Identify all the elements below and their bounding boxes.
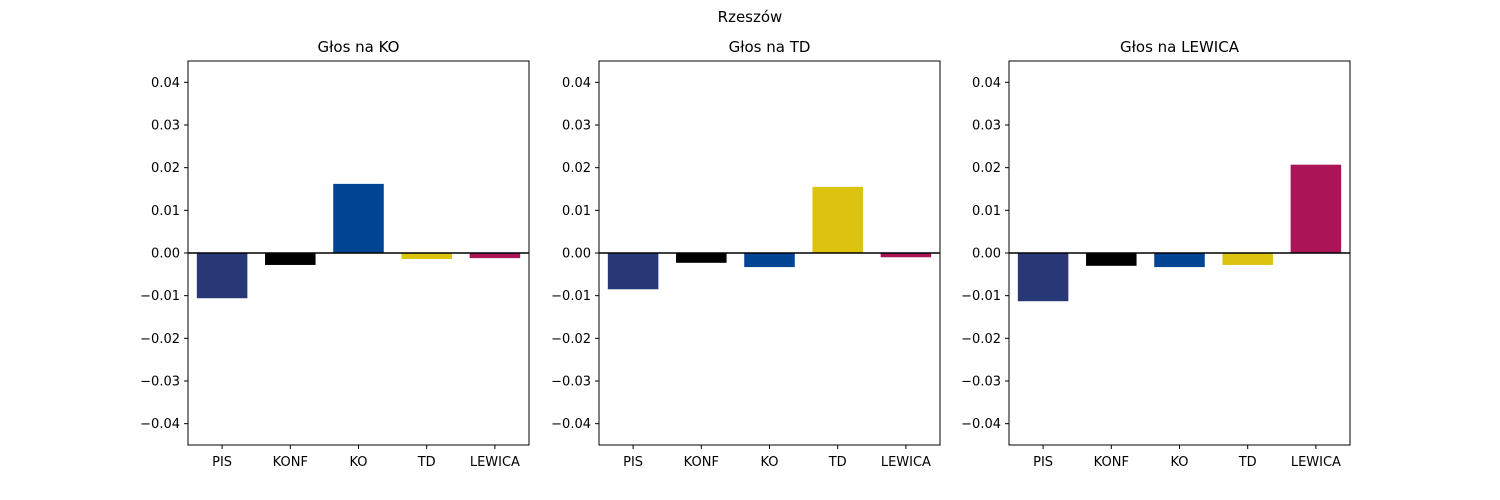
y-tick-label: −0.03: [551, 375, 591, 390]
x-tick-label: TD: [417, 455, 436, 470]
y-tick-label: −0.01: [140, 289, 180, 304]
y-tick-label: −0.03: [961, 375, 1001, 390]
chart-title: Głos na LEWICA: [1120, 38, 1240, 56]
x-tick-label: KO: [760, 455, 778, 470]
x-tick-label: KO: [1170, 455, 1188, 470]
x-tick-label: PIS: [1033, 455, 1053, 470]
bar-lewica: [469, 253, 521, 259]
bar-td: [1222, 253, 1273, 265]
bar-pis: [1017, 253, 1069, 302]
x-tick-label: PIS: [623, 455, 643, 470]
y-tick-label: 0.01: [972, 204, 1001, 219]
chart-panel-2: Głos na TD −0.04 −0.03 −0.02 −0.01 0.00 0.01 0.…: [551, 38, 941, 470]
figure-suptitle: Rzeszów: [718, 8, 783, 26]
y-tick-label: −0.02: [961, 332, 1001, 347]
bar-konf: [1086, 253, 1137, 266]
bar-pis: [607, 253, 659, 290]
bar-ko: [333, 183, 384, 253]
y-tick-label: 0.03: [562, 119, 591, 134]
y-tick-label: −0.04: [140, 417, 180, 432]
bar-pis: [196, 253, 248, 299]
chart-title: Głos na KO: [318, 38, 400, 56]
y-tick-label: −0.01: [961, 289, 1001, 304]
x-tick-label: KO: [349, 455, 367, 470]
x-tick-label: LEWICA: [470, 455, 520, 470]
y-tick-label: 0.04: [562, 76, 591, 91]
y-tick-label: 0.02: [151, 161, 180, 176]
y-tick-label: −0.02: [140, 332, 180, 347]
chart-title: Głos na TD: [729, 38, 811, 56]
bar-konf: [676, 253, 727, 263]
y-tick-label: −0.04: [551, 417, 591, 432]
y-tick-label: −0.04: [961, 417, 1001, 432]
y-tick-label: 0.02: [562, 161, 591, 176]
bar-td: [401, 253, 452, 259]
y-tick-label: 0.00: [972, 247, 1001, 262]
x-tick-label: TD: [1238, 455, 1257, 470]
chart-panel-1: Głos na KO −0.04 −0.03 −0.02 −0.01 0.00 0.01 0.…: [140, 38, 530, 470]
bar-td: [812, 186, 863, 253]
y-tick-label: 0.01: [151, 204, 180, 219]
chart-panel-3: Głos na LEWICA −0.04 −0.03 −0.02 −0.01 0.00 0.…: [961, 38, 1351, 470]
x-tick-label: KONF: [273, 455, 308, 470]
y-tick-label: −0.02: [551, 332, 591, 347]
y-tick-label: 0.03: [972, 119, 1001, 134]
bar-lewica: [1290, 164, 1342, 253]
y-tick-label: −0.01: [551, 289, 591, 304]
y-tick-label: −0.03: [140, 375, 180, 390]
x-tick-label: LEWICA: [881, 455, 931, 470]
y-tick-label: 0.01: [562, 204, 591, 219]
y-tick-label: 0.04: [972, 76, 1001, 91]
x-tick-label: TD: [828, 455, 847, 470]
y-tick-label: 0.00: [562, 247, 591, 262]
y-tick-label: 0.00: [151, 247, 180, 262]
x-tick-label: KONF: [1094, 455, 1129, 470]
y-tick-label: 0.04: [151, 76, 180, 91]
bar-ko: [744, 253, 795, 268]
x-tick-label: LEWICA: [1291, 455, 1341, 470]
bar-konf: [265, 253, 316, 265]
x-tick-label: KONF: [684, 455, 719, 470]
x-tick-label: PIS: [212, 455, 232, 470]
y-tick-label: 0.02: [972, 161, 1001, 176]
bar-lewica: [880, 253, 932, 258]
bar-ko: [1154, 253, 1205, 268]
y-tick-label: 0.03: [151, 119, 180, 134]
